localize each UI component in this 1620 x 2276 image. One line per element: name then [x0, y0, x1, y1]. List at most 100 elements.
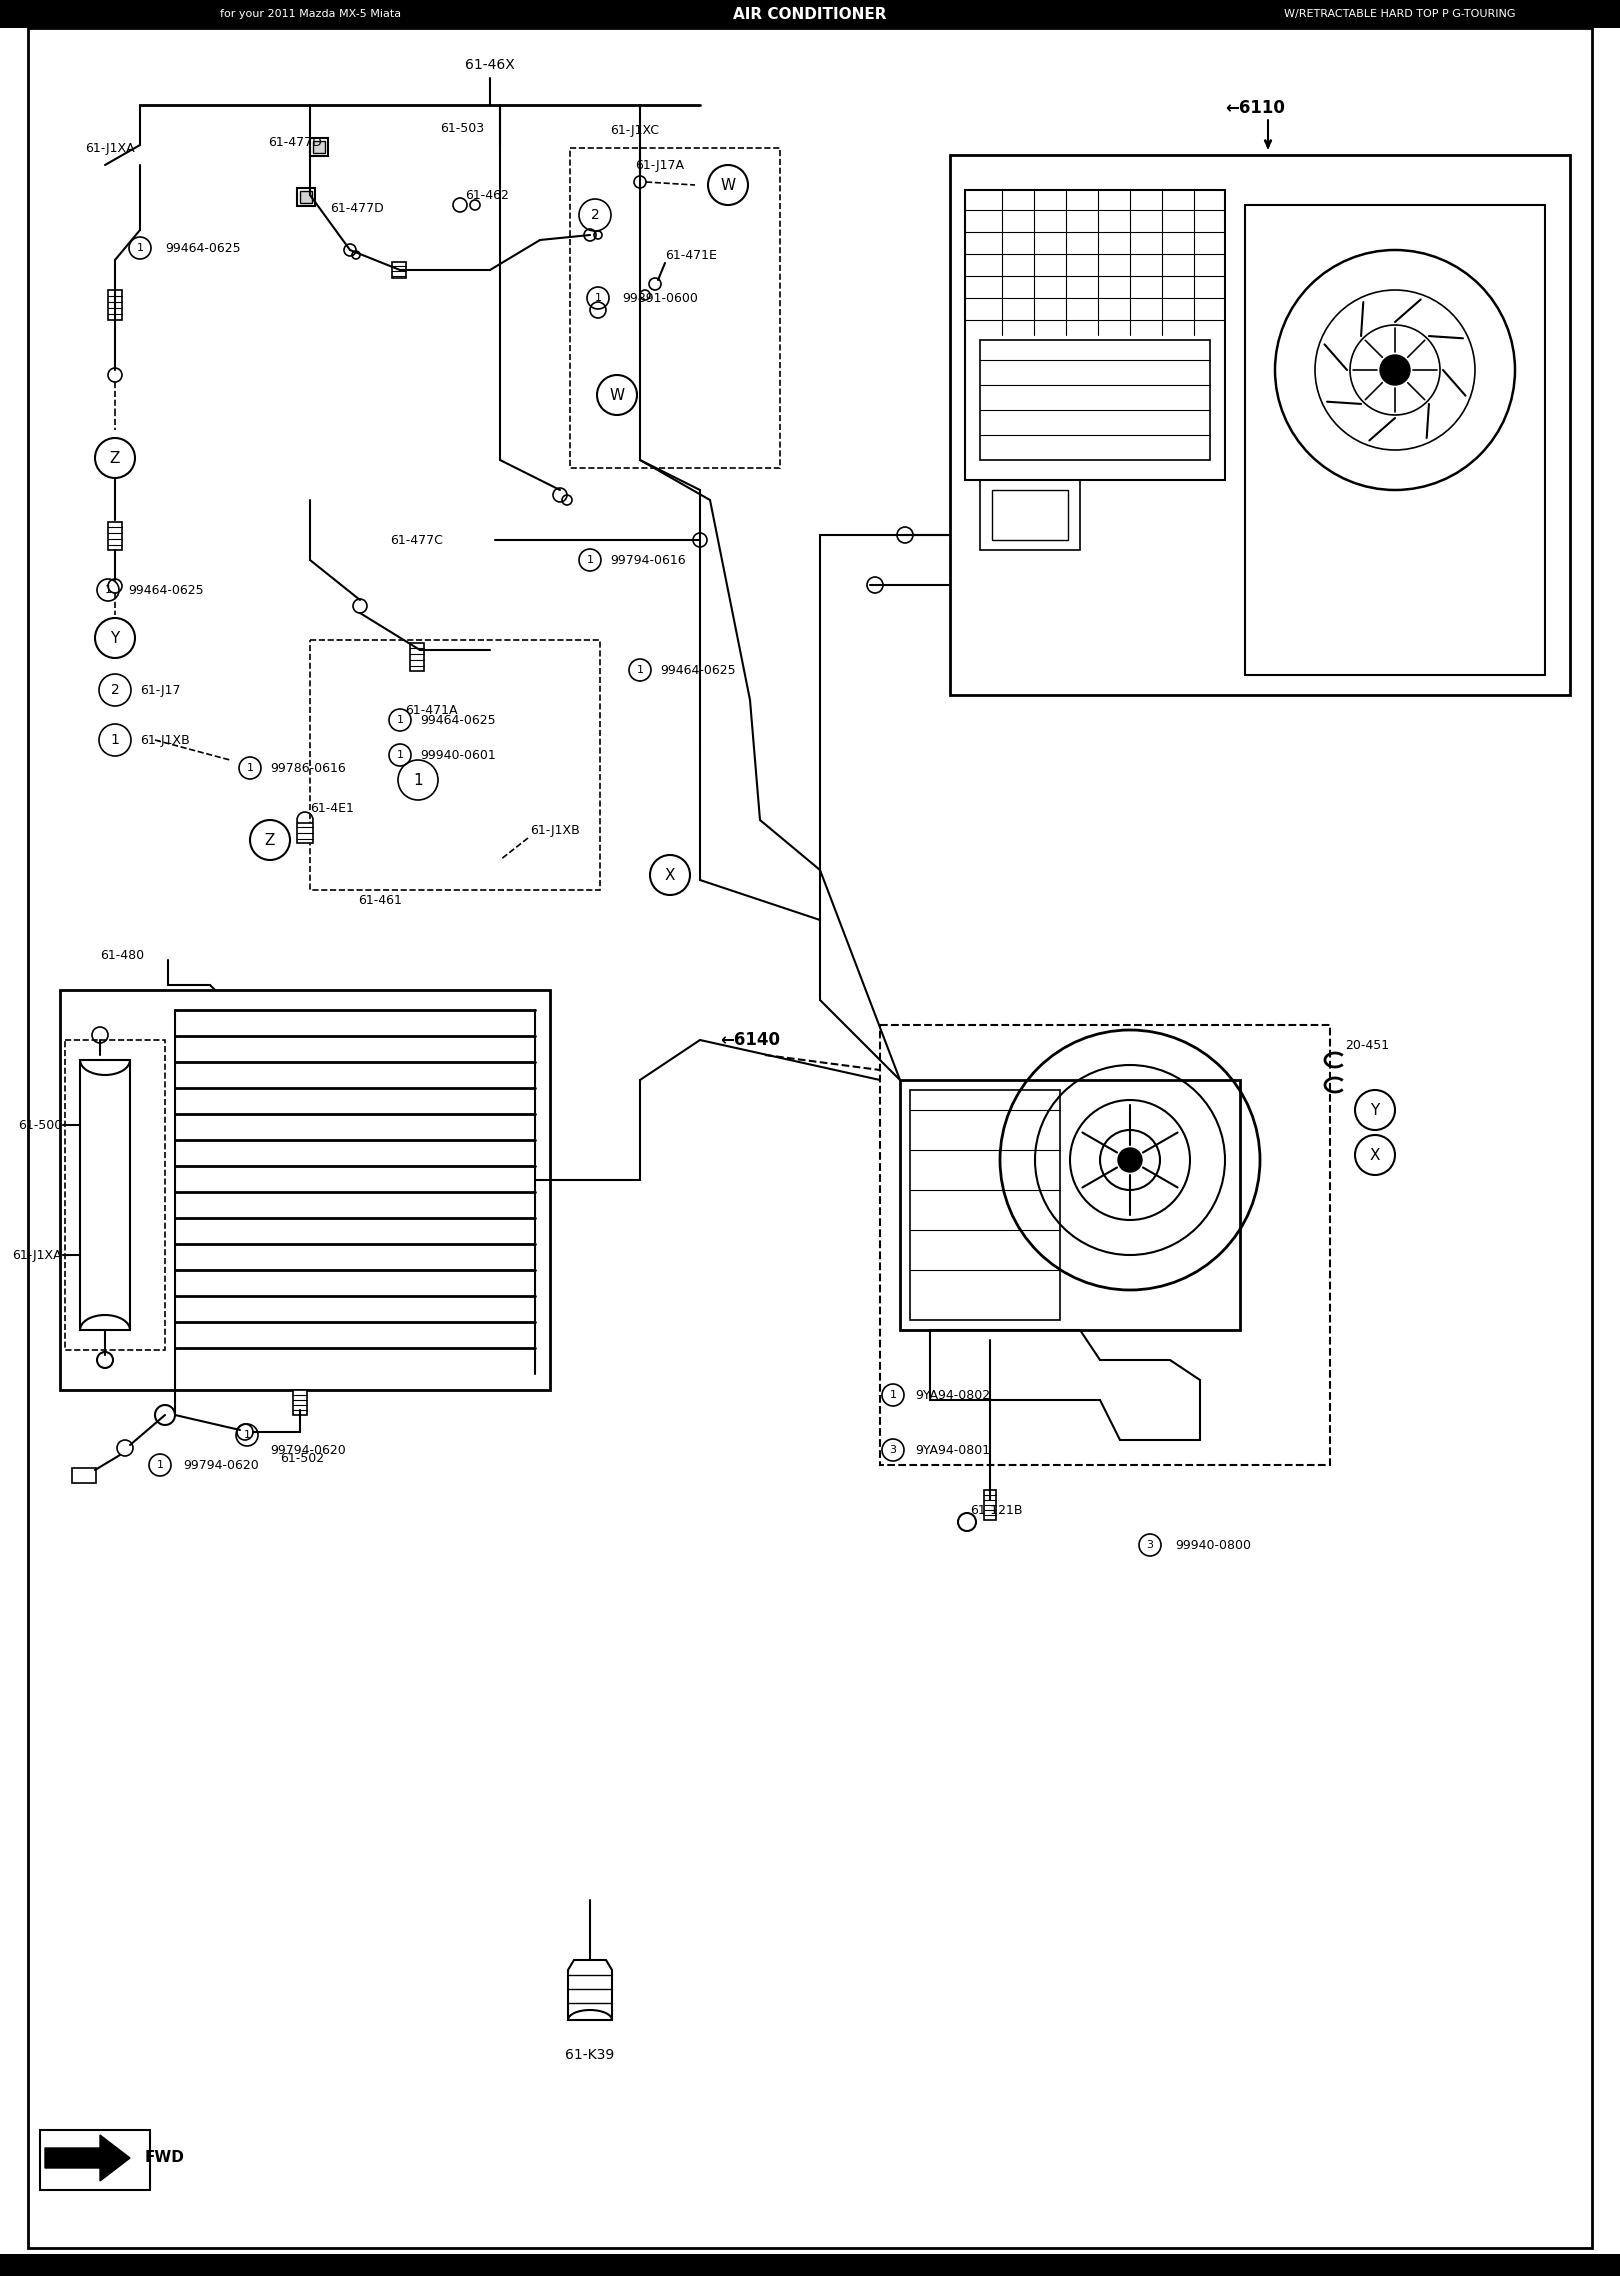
Text: 3: 3: [1147, 1541, 1153, 1550]
Text: for your 2011 Mazda MX-5 Miata: for your 2011 Mazda MX-5 Miata: [220, 9, 402, 18]
Text: 61-J1XA: 61-J1XA: [13, 1250, 62, 1261]
Text: 1: 1: [586, 555, 593, 564]
Bar: [296, 824, 313, 842]
Bar: [910, 1090, 1059, 1320]
Text: 61-4E1: 61-4E1: [309, 801, 353, 815]
Text: FWD: FWD: [146, 2151, 185, 2164]
Bar: [983, 1491, 996, 1520]
Text: 1: 1: [110, 733, 120, 747]
Bar: [0, 0, 1620, 27]
Text: 20-451: 20-451: [1345, 1038, 1388, 1052]
Text: 1: 1: [246, 762, 253, 774]
Text: 61-500: 61-500: [18, 1118, 62, 1131]
Text: 99464-0625: 99464-0625: [165, 241, 241, 255]
Circle shape: [1118, 1147, 1142, 1172]
Bar: [980, 480, 1081, 551]
Text: 61-477D: 61-477D: [267, 137, 322, 148]
Bar: [71, 1468, 96, 1484]
Text: ←6110: ←6110: [1225, 98, 1285, 116]
Text: 61-462: 61-462: [465, 189, 509, 203]
Text: 1: 1: [136, 244, 144, 253]
Text: 99940-0800: 99940-0800: [1174, 1539, 1251, 1552]
Text: 99794-0616: 99794-0616: [611, 553, 685, 567]
Bar: [309, 640, 599, 890]
Text: 99794-0620: 99794-0620: [183, 1459, 259, 1473]
Bar: [392, 262, 407, 278]
Text: 61-J1XC: 61-J1XC: [611, 123, 659, 137]
Text: Y: Y: [110, 630, 120, 646]
Text: Y: Y: [1371, 1102, 1380, 1118]
Bar: [296, 189, 314, 207]
Text: 61-503: 61-503: [441, 121, 484, 134]
Text: 61-502: 61-502: [280, 1452, 324, 1463]
Text: 61-480: 61-480: [100, 949, 144, 960]
Text: 99464-0625: 99464-0625: [420, 712, 496, 726]
Text: 99891-0600: 99891-0600: [622, 291, 698, 305]
Text: 61-J1XA: 61-J1XA: [84, 141, 134, 155]
Text: 1: 1: [595, 294, 601, 303]
Text: 61-J17: 61-J17: [139, 683, 180, 696]
Bar: [309, 139, 327, 157]
Text: 99940-0601: 99940-0601: [420, 749, 496, 762]
Text: 61-K39: 61-K39: [565, 2048, 614, 2062]
Text: W: W: [609, 387, 625, 403]
Text: 1: 1: [397, 751, 403, 760]
Bar: [65, 1040, 165, 1350]
Bar: [109, 521, 122, 551]
Polygon shape: [45, 2135, 130, 2180]
Text: 1: 1: [157, 1459, 164, 1470]
Bar: [991, 489, 1068, 539]
Text: 99464-0625: 99464-0625: [128, 583, 204, 596]
Text: 61-J1XB: 61-J1XB: [530, 824, 580, 838]
Bar: [901, 1081, 1239, 1329]
Text: 61-471A: 61-471A: [405, 703, 457, 717]
Text: 1: 1: [413, 772, 423, 787]
Text: 61-477D: 61-477D: [330, 203, 384, 214]
Text: 1: 1: [105, 585, 112, 594]
Bar: [40, 2130, 151, 2190]
Text: 61-J17A: 61-J17A: [635, 159, 684, 171]
Bar: [880, 1024, 1330, 1466]
Bar: [109, 289, 122, 321]
Circle shape: [1380, 355, 1409, 385]
Text: AIR CONDITIONER: AIR CONDITIONER: [734, 7, 886, 20]
Text: 61-J1XB: 61-J1XB: [139, 733, 190, 747]
Text: X: X: [1371, 1147, 1380, 1163]
Bar: [410, 644, 424, 671]
Text: 9YA94-0802: 9YA94-0802: [915, 1388, 990, 1402]
Text: W/RETRACTABLE HARD TOP P G-TOURING: W/RETRACTABLE HARD TOP P G-TOURING: [1285, 9, 1516, 18]
Bar: [79, 1061, 130, 1329]
Text: 2: 2: [110, 683, 120, 696]
Text: 61-471E: 61-471E: [664, 248, 718, 262]
Polygon shape: [569, 1960, 612, 2021]
Text: 1: 1: [397, 715, 403, 726]
Text: 61-121B: 61-121B: [970, 1504, 1022, 1516]
Text: 61-461: 61-461: [358, 894, 402, 906]
Text: X: X: [664, 867, 676, 883]
Text: 3: 3: [889, 1445, 896, 1454]
Text: 2: 2: [591, 207, 599, 223]
Bar: [300, 191, 313, 203]
Text: 61-46X: 61-46X: [465, 57, 515, 73]
Text: 61-477C: 61-477C: [390, 533, 442, 546]
Text: 99464-0625: 99464-0625: [659, 665, 735, 676]
Text: 1: 1: [637, 665, 643, 676]
Text: ←6140: ←6140: [719, 1031, 779, 1049]
Bar: [293, 1391, 308, 1416]
Bar: [0, 2253, 1620, 2276]
Bar: [966, 189, 1225, 480]
Text: W: W: [721, 178, 735, 193]
Text: Z: Z: [110, 451, 120, 467]
Text: Z: Z: [264, 833, 275, 847]
Bar: [1246, 205, 1545, 676]
Bar: [313, 141, 326, 152]
Text: 99786-0616: 99786-0616: [271, 762, 345, 774]
Text: 9YA94-0801: 9YA94-0801: [915, 1443, 990, 1457]
Bar: [980, 339, 1210, 460]
Text: 99794-0620: 99794-0620: [271, 1443, 345, 1457]
Text: 1: 1: [243, 1429, 251, 1441]
Bar: [60, 990, 551, 1391]
Text: 1: 1: [889, 1391, 896, 1400]
Bar: [949, 155, 1570, 694]
Bar: [570, 148, 779, 469]
